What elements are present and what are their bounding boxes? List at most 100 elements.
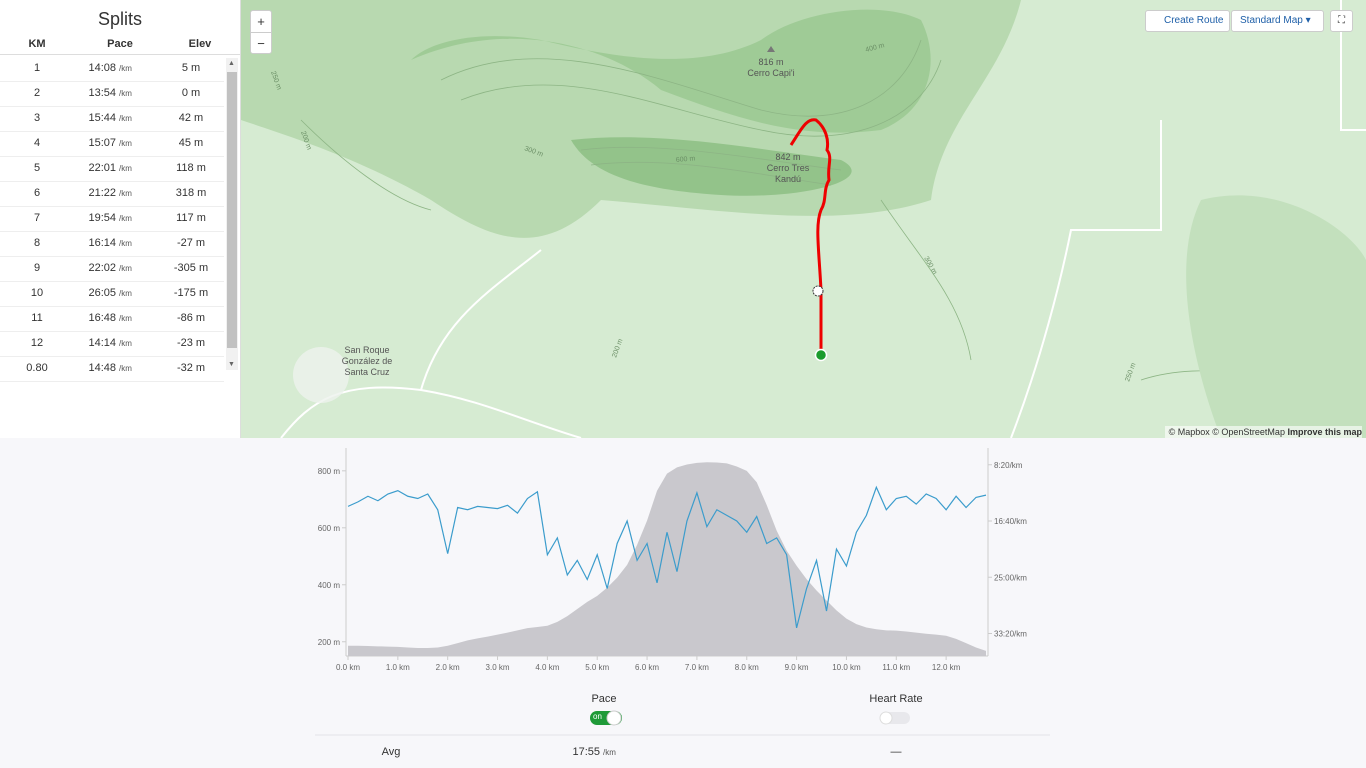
splits-panel: Splits KM Pace Elev 1 14:08/km 5 m 2 13:54/k… <box>0 0 241 438</box>
y2-tick-label: 8:20/km <box>994 461 1023 470</box>
town-name: Santa Cruz <box>344 367 390 377</box>
y2-tick-label: 16:40/km <box>994 517 1027 526</box>
split-pace: 14:48 <box>88 362 116 374</box>
town-name: González de <box>342 356 393 366</box>
x-tick-label: 10.0 km <box>832 663 861 672</box>
fullscreen[interactable]: ⛶ <box>1330 10 1353 32</box>
splits-title: Splits <box>97 9 142 29</box>
split-unit: /km <box>119 289 132 298</box>
x-tick-label: 0.0 km <box>336 663 360 672</box>
split-elev: -175 m <box>173 287 209 299</box>
map[interactable]: 816 m Cerro Capi'i 842 m Cerro Tres Kand… <box>241 0 1366 438</box>
x-tick-label: 11.0 km <box>882 663 910 672</box>
split-unit: /km <box>119 139 132 148</box>
split-elev: 5 m <box>181 62 201 74</box>
split-km: 0.80 <box>26 362 48 374</box>
split-pace: 14:14 <box>88 337 116 349</box>
header-elev: Elev <box>188 38 212 50</box>
split-km: 5 <box>33 162 41 174</box>
split-elev: -86 m <box>176 312 206 324</box>
scroll-down[interactable]: ▼ <box>228 361 235 368</box>
split-row: 0.80 14:48/km -32 m <box>0 356 224 382</box>
ridge <box>571 137 852 196</box>
scroll-up[interactable]: ▲ <box>228 60 235 67</box>
split-unit: /km <box>119 114 132 123</box>
split-unit: /km <box>119 189 132 198</box>
split-row: 5 22:01/km 118 m <box>0 156 224 182</box>
split-row: 3 15:44/km 42 m <box>0 106 224 132</box>
woods <box>1186 195 1366 438</box>
map-style[interactable]: Standard Map ▾ <box>1231 10 1324 32</box>
scroll-thumb[interactable] <box>227 72 237 348</box>
x-tick-label: 3.0 km <box>486 663 510 672</box>
x-tick-label: 4.0 km <box>535 663 559 672</box>
split-unit: /km <box>119 89 132 98</box>
peak-elevation: 842 m <box>775 152 800 162</box>
split-km: 2 <box>33 87 41 99</box>
split-km: 6 <box>33 187 41 199</box>
split-km: 1 <box>33 62 41 74</box>
split-km: 4 <box>33 137 41 149</box>
x-tick-label: 8.0 km <box>735 663 759 672</box>
y2-tick-label: 33:20/km <box>994 630 1027 639</box>
peak-elevation: 816 m <box>758 57 783 67</box>
split-pace: 16:14 <box>88 237 116 249</box>
pace-line <box>347 485 987 629</box>
split-km: 8 <box>33 237 41 249</box>
improve-link[interactable]: Improve this map <box>1287 427 1362 437</box>
peak-name: Cerro Tres <box>767 163 810 173</box>
x-tick-label: 7.0 km <box>685 663 709 672</box>
x-tick-label: 12.0 km <box>932 663 961 672</box>
y-tick-label: 200 m <box>318 638 341 647</box>
split-row: 12 14:14/km -23 m <box>0 331 224 357</box>
elevation-area <box>348 462 986 656</box>
contour-label: 400 m <box>865 42 886 54</box>
split-elev: 0 m <box>181 87 201 99</box>
header-km: KM <box>28 38 46 50</box>
finish-marker <box>812 285 824 297</box>
zoom-out[interactable]: − <box>257 36 265 51</box>
split-unit: /km <box>119 64 132 73</box>
roads <box>280 0 1366 438</box>
toggle-knob <box>606 710 622 726</box>
split-km: 9 <box>33 262 41 274</box>
split-row: 7 19:54/km 117 m <box>0 206 224 232</box>
split-unit: /km <box>119 214 132 223</box>
toggle-label: Pace <box>591 693 616 705</box>
header-pace: Pace <box>107 38 133 50</box>
start-marker <box>814 348 828 362</box>
split-elev: -23 m <box>176 337 206 349</box>
peak-icon <box>767 46 775 52</box>
scrollbar[interactable]: ▲ ▼ <box>226 58 238 370</box>
toggle-label: Heart Rate <box>869 693 922 705</box>
zoom-in[interactable]: + <box>251 11 271 33</box>
contour-label: 600 m <box>676 155 696 164</box>
split-elev: 117 m <box>176 212 206 224</box>
split-pace: 22:01 <box>88 162 116 174</box>
split-unit: /km <box>119 264 132 273</box>
zoom-control: + − <box>250 10 272 54</box>
create-route[interactable]: Create Route <box>1145 10 1230 32</box>
split-pace: 16:48 <box>88 312 116 324</box>
toggle-knob <box>879 711 893 725</box>
split-unit: /km <box>119 239 132 248</box>
route <box>789 118 832 355</box>
split-pace: 14:08 <box>88 62 116 74</box>
map-style-label: Standard Map <box>1240 15 1303 26</box>
split-unit: /km <box>119 364 132 373</box>
x-tick-label: 1.0 km <box>386 663 410 672</box>
peak-name: Kandú <box>775 174 801 184</box>
split-elev: 318 m <box>175 187 207 199</box>
split-pace: 15:07 <box>88 137 116 149</box>
split-unit: /km <box>119 164 132 173</box>
y-tick-label: 400 m <box>318 581 341 590</box>
toggle-state: on <box>593 712 602 721</box>
y-tick-label: 800 m <box>318 467 341 476</box>
split-row: 10 26:05/km -175 m <box>0 281 224 307</box>
split-pace: 22:02 <box>88 262 116 274</box>
split-elev: -32 m <box>176 362 206 374</box>
avg-pace: 17:55 <box>572 746 600 758</box>
avg-label: Avg <box>382 746 401 758</box>
split-row: 1 14:08/km 5 m <box>0 56 224 82</box>
y-tick-label: 600 m <box>318 524 341 533</box>
